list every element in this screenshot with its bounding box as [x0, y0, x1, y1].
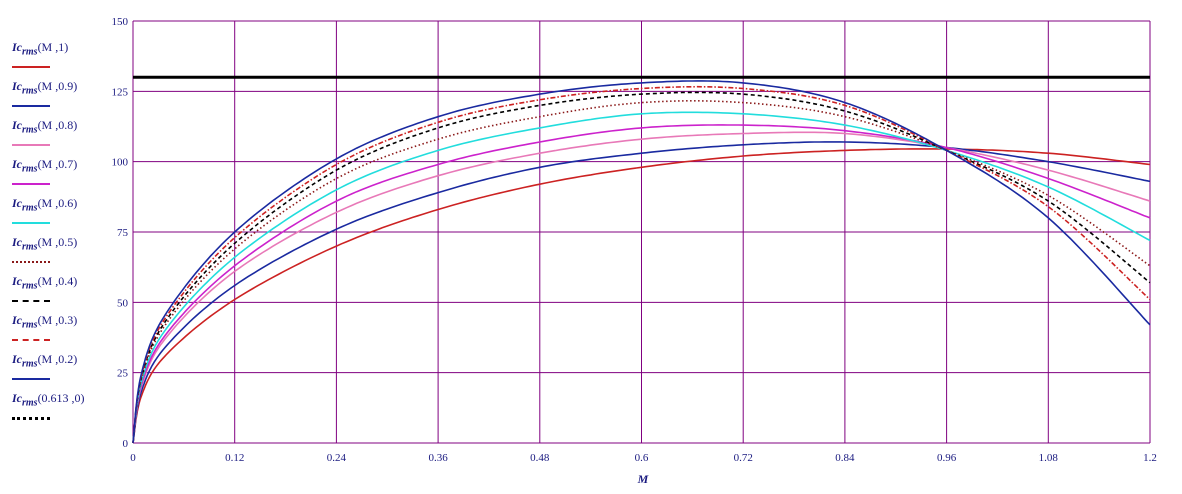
legend-label-args: (M ,0.8) [37, 118, 78, 132]
legend-swatch [12, 222, 50, 224]
legend-label: Icrms(M ,0.8) [12, 118, 77, 135]
legend-swatch [12, 339, 50, 341]
legend-label-subscript: rms [22, 163, 38, 175]
legend-label-subscript: rms [22, 319, 38, 331]
legend-swatch [12, 183, 50, 185]
legend-swatch [12, 378, 50, 380]
x-tick-label: 0.72 [734, 452, 753, 464]
legend-label: Icrms(M ,0.4) [12, 274, 77, 291]
x-tick-label: 0.48 [530, 452, 550, 464]
legend-item: Icrms(0.613 ,0) [6, 391, 126, 430]
legend-item: Icrms(M ,0.2) [6, 352, 126, 391]
series-line-8 [132, 80, 1151, 444]
legend-label-args: (M ,0.3) [37, 313, 78, 327]
y-tick-labels: 0 25 50 75 100 125 150 [112, 16, 129, 450]
x-axis-label: M [637, 472, 649, 486]
x-tick-label: 0.36 [428, 452, 448, 464]
legend-label-prefix: Ic [12, 40, 22, 54]
legend-item: Icrms(M ,0.8) [6, 118, 126, 157]
legend-label-subscript: rms [22, 85, 38, 97]
legend-label-subscript: rms [22, 397, 38, 409]
legend-label-prefix: Ic [12, 157, 22, 171]
legend-label-prefix: Ic [12, 391, 22, 405]
legend-label-subscript: rms [22, 358, 38, 370]
x-tick-label: 0.84 [835, 452, 855, 464]
x-tick-labels: 0 0.12 0.24 0.36 0.48 0.6 0.72 0.84 0.96 1.08 1.2 [130, 452, 1157, 464]
legend-item: Icrms(M ,0.6) [6, 196, 126, 235]
legend-label-subscript: rms [22, 46, 38, 58]
series-line-0 [132, 148, 1151, 444]
y-tick-label: 125 [112, 86, 129, 98]
legend-label: Icrms(M ,0.2) [12, 352, 77, 369]
legend-label-prefix: Ic [12, 352, 22, 366]
legend-label-args: (M ,0.2) [37, 352, 78, 366]
y-tick-label: 75 [117, 227, 129, 239]
y-tick-label: 50 [117, 297, 129, 309]
x-tick-label: 1.2 [1143, 452, 1157, 464]
x-tick-label: 0.6 [635, 452, 649, 464]
legend-label-prefix: Ic [12, 79, 22, 93]
legend-label: Icrms(M ,0.5) [12, 235, 77, 252]
x-tick-label: 0 [130, 452, 136, 464]
legend-label: Icrms(M ,0.9) [12, 79, 77, 96]
legend-swatch [12, 66, 50, 68]
legend-label-prefix: Ic [12, 274, 22, 288]
legend-label: Icrms(0.613 ,0) [12, 391, 85, 408]
legend-label: Icrms(M ,0.7) [12, 157, 77, 174]
series-line-3 [132, 124, 1151, 444]
legend-label-subscript: rms [22, 202, 38, 214]
legend-label-args: (M ,0.9) [37, 79, 78, 93]
legend-label: Icrms(M ,0.6) [12, 196, 77, 213]
legend-label-args: (M ,0.5) [37, 235, 78, 249]
legend-label-subscript: rms [22, 241, 38, 253]
legend-item: Icrms(M ,0.7) [6, 157, 126, 196]
legend-item: Icrms(M ,1) [6, 40, 126, 79]
legend-swatch [12, 261, 50, 263]
x-tick-label: 0.12 [225, 452, 244, 464]
legend-swatch [12, 300, 50, 302]
legend-label-prefix: Ic [12, 196, 22, 210]
y-tick-label: 100 [112, 157, 129, 169]
legend-label: Icrms(M ,1) [12, 40, 68, 57]
legend-swatch [12, 105, 50, 107]
legend-label-args: (M ,1) [37, 40, 69, 54]
legend-label-args: (M ,0.4) [37, 274, 78, 288]
legend-label-args: (0.613 ,0) [37, 391, 85, 405]
y-tick-label: 150 [112, 16, 129, 28]
series-lines [132, 75, 1151, 444]
legend-item: Icrms(M ,0.5) [6, 235, 126, 274]
legend-label-subscript: rms [22, 280, 38, 292]
x-tick-label: 0.24 [327, 452, 347, 464]
legend-label-prefix: Ic [12, 235, 22, 249]
legend-label-subscript: rms [22, 124, 38, 136]
legend-swatch [12, 144, 50, 146]
legend-swatch [12, 417, 50, 420]
legend-item: Icrms(M ,0.4) [6, 274, 126, 313]
series-line-7 [132, 85, 1151, 444]
series-line-5 [132, 100, 1151, 444]
grid-lines [132, 20, 1151, 444]
y-tick-label: 0 [123, 438, 129, 450]
y-tick-label: 25 [117, 368, 129, 380]
legend-item: Icrms(M ,0.3) [6, 313, 126, 352]
legend-label-prefix: Ic [12, 118, 22, 132]
x-tick-label: 0.96 [937, 452, 957, 464]
legend-label-args: (M ,0.6) [37, 196, 78, 210]
x-tick-label: 1.08 [1039, 452, 1059, 464]
legend-label: Icrms(M ,0.3) [12, 313, 77, 330]
legend-label-args: (M ,0.7) [37, 157, 78, 171]
chart-legend: Icrms(M ,1) Icrms(M ,0.9) Icrms(M ,0.8) Icr… [6, 40, 126, 430]
legend-item: Icrms(M ,0.9) [6, 79, 126, 118]
legend-label-prefix: Ic [12, 313, 22, 327]
